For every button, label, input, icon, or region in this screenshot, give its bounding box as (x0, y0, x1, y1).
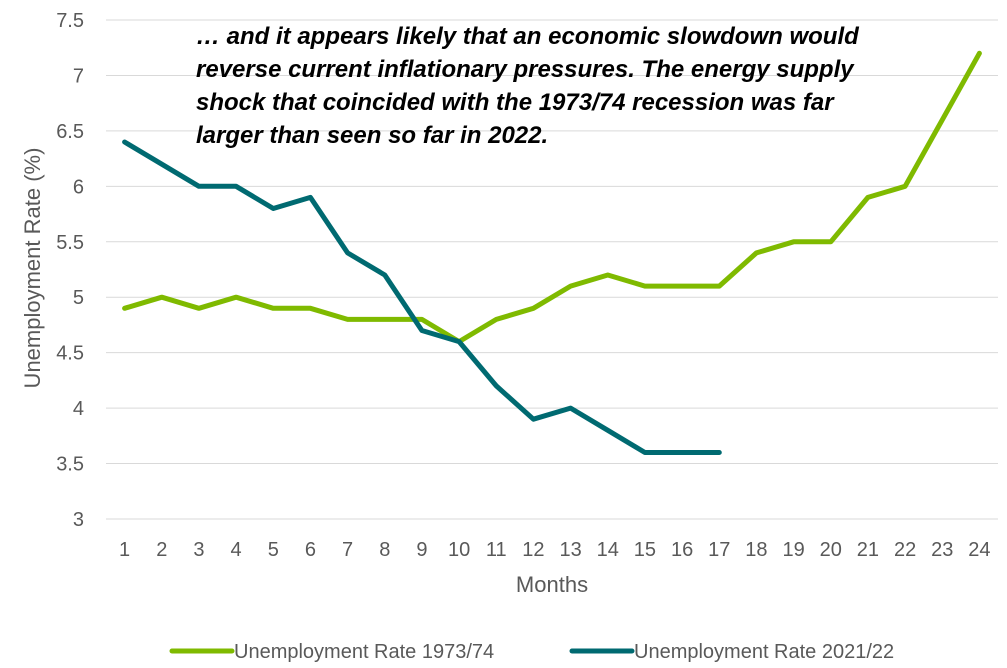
x-tick-label: 21 (857, 539, 879, 561)
y-tick-label: 3.5 (56, 454, 84, 476)
legend-label: Unemployment Rate 1973/74 (234, 641, 494, 663)
annotation-line: reverse current inflationary pressures. … (196, 56, 854, 83)
x-tick-label: 16 (671, 539, 693, 561)
y-tick-label: 4 (73, 398, 84, 420)
y-tick-label: 4.5 (56, 343, 84, 365)
x-tick-label: 18 (745, 539, 767, 561)
y-axis-ticks: 3 3.5 4 4.5 5 5.5 6 6.5 7 7.5 (56, 10, 84, 531)
annotation-line: … and it appears likely that an economic… (196, 23, 859, 50)
x-tick-label: 13 (559, 539, 581, 561)
series-line (122, 139, 722, 455)
x-tick-label: 6 (305, 539, 316, 561)
x-tick-label: 10 (448, 539, 470, 561)
series-line (122, 50, 982, 345)
x-tick-label: 23 (931, 539, 953, 561)
x-tick-label: 24 (968, 539, 990, 561)
y-tick-label: 6.5 (56, 121, 84, 143)
y-tick-label: 7.5 (56, 10, 84, 32)
x-tick-label: 19 (782, 539, 804, 561)
x-axis-ticks: 1 2 3 4 5 6 7 8 9 10 11 12 13 14 15 16 17 18 19 20 21 22 23 24 (119, 539, 991, 561)
series-lines (122, 50, 982, 455)
x-tick-label: 17 (708, 539, 730, 561)
y-tick-label: 5 (73, 287, 84, 309)
x-tick-label: 15 (634, 539, 656, 561)
x-tick-label: 5 (268, 539, 279, 561)
x-tick-label: 22 (894, 539, 916, 561)
x-tick-label: 1 (119, 539, 130, 561)
x-tick-label: 8 (379, 539, 390, 561)
x-tick-label: 7 (342, 539, 353, 561)
legend: Unemployment Rate 1973/74 Unemployment Ra… (169, 641, 894, 663)
x-tick-label: 14 (597, 539, 619, 561)
y-tick-label: 6 (73, 176, 84, 198)
x-tick-label: 20 (820, 539, 842, 561)
y-tick-label: 5.5 (56, 232, 84, 254)
x-tick-label: 11 (486, 539, 507, 561)
x-tick-label: 12 (522, 539, 544, 561)
x-tick-label: 3 (193, 539, 204, 561)
y-tick-label: 3 (73, 509, 84, 531)
chart-annotation: … and it appears likely that an economic… (196, 20, 936, 152)
y-tick-label: 7 (73, 65, 84, 87)
x-tick-label: 2 (156, 539, 167, 561)
legend-label: Unemployment Rate 2021/22 (634, 641, 894, 663)
y-axis-title: Unemployment Rate (%) (20, 148, 45, 389)
annotation-line: shock that coincided with the 1973/74 re… (196, 89, 834, 116)
x-axis-title: Months (516, 572, 588, 597)
x-tick-label: 9 (416, 539, 427, 561)
x-tick-label: 4 (231, 539, 242, 561)
annotation-line: larger than seen so far in 2022. (196, 122, 549, 149)
